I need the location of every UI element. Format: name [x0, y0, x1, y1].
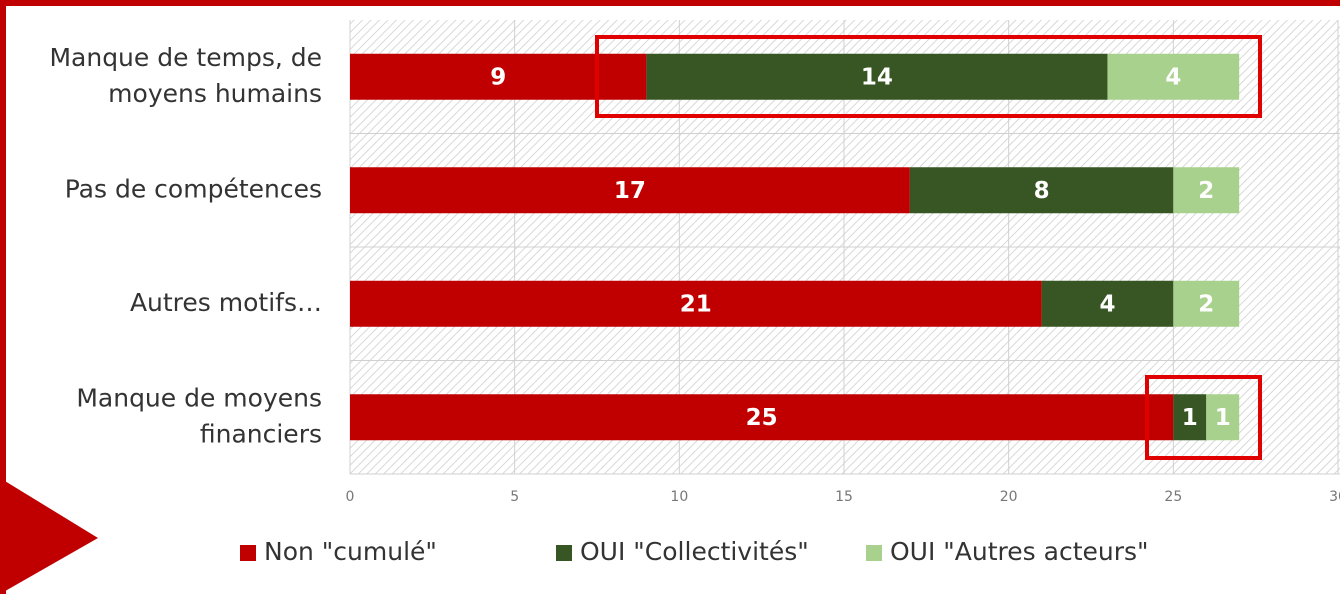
bar-segment: [1206, 394, 1240, 441]
bar-segment: [1173, 167, 1240, 214]
category-label: Pas de compétences: [65, 174, 322, 203]
x-tick-label: 25: [1164, 489, 1182, 505]
bar-segment: [1173, 394, 1207, 441]
data-label: 17: [614, 178, 646, 204]
x-tick-label: 15: [835, 489, 853, 505]
frame-top: [0, 0, 1340, 6]
bar-segment: [1173, 280, 1240, 327]
data-label: 25: [746, 405, 778, 431]
bar-segment: [909, 167, 1174, 214]
bar-segment: [350, 167, 910, 214]
x-tick-label: 5: [510, 489, 519, 505]
category-label: Manque de temps, de: [49, 43, 322, 72]
data-label: 4: [1165, 64, 1181, 90]
x-tick-label: 0: [346, 489, 355, 505]
legend-label: Non "cumulé": [264, 537, 437, 566]
highlight-box: [1145, 375, 1262, 460]
highlight-box: [595, 35, 1262, 118]
bar-segment: [350, 394, 1174, 441]
x-tick-label: 10: [670, 489, 688, 505]
data-label: 9: [490, 64, 506, 90]
bar-segment: [1107, 53, 1240, 100]
data-label: 14: [861, 64, 893, 90]
bar-segment: [646, 53, 1108, 100]
category-label: Manque de moyens: [76, 383, 322, 412]
data-label: 2: [1198, 178, 1214, 204]
category-label: financiers: [200, 419, 322, 448]
frame-left: [0, 0, 6, 594]
legend-swatch: [556, 545, 572, 561]
data-label: 1: [1182, 405, 1198, 431]
x-tick-label: 20: [1000, 489, 1018, 505]
corner-triangle: [0, 478, 98, 594]
bar-segment: [1041, 280, 1174, 327]
data-label: 21: [680, 291, 712, 317]
legend-label: OUI "Collectivités": [580, 537, 809, 566]
legend-swatch: [240, 545, 256, 561]
data-label: 1: [1215, 405, 1231, 431]
legend-swatch: [866, 545, 882, 561]
data-label: 4: [1099, 291, 1115, 317]
data-label: 2: [1198, 291, 1214, 317]
bar-segment: [350, 280, 1042, 327]
category-label: Autres motifs…: [130, 288, 322, 317]
x-tick-label: 30: [1329, 489, 1340, 505]
legend-label: OUI "Autres acteurs": [890, 537, 1149, 566]
data-label: 8: [1034, 178, 1050, 204]
category-label: moyens humains: [108, 79, 322, 108]
